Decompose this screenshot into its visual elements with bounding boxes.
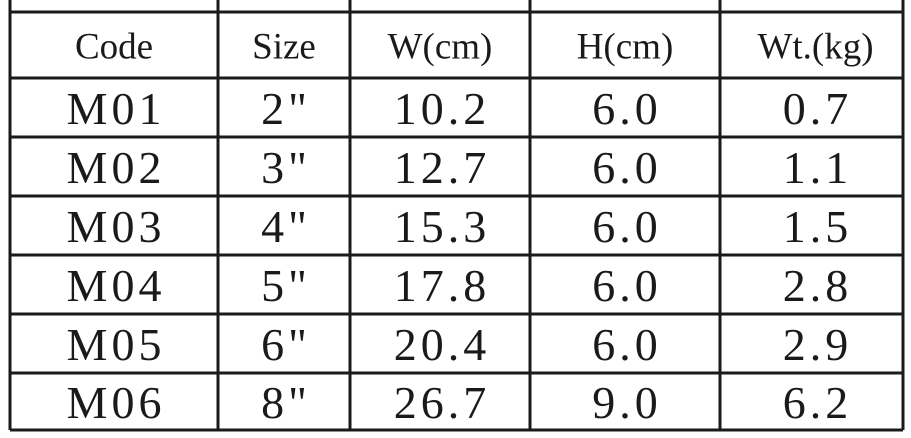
table-cell: M02 <box>67 142 166 193</box>
table-cell: 26.7 <box>394 377 491 428</box>
table-cell: 8" <box>261 377 311 428</box>
header-cell: W(cm) <box>388 27 493 68</box>
table-cell: M04 <box>67 260 166 311</box>
header-cell: Size <box>252 27 316 68</box>
table-cell: 20.4 <box>394 319 491 370</box>
table-cell: 15.3 <box>394 201 491 252</box>
table-cell: 6.0 <box>592 319 662 370</box>
table-cell: 6.0 <box>592 260 662 311</box>
table-cell: 1.5 <box>783 201 853 252</box>
table-cell: 6.0 <box>592 142 662 193</box>
table-cell: 17.8 <box>394 260 491 311</box>
table-cell: 6.0 <box>592 201 662 252</box>
table-cell: 2.9 <box>783 319 853 370</box>
table-cell: M05 <box>67 319 166 370</box>
table-cell: 6.2 <box>783 377 853 428</box>
table-cell: 6.0 <box>592 83 662 134</box>
table-cell: 10.2 <box>394 83 491 134</box>
table-cell: 12.7 <box>394 142 491 193</box>
table-cell: 4" <box>261 201 311 252</box>
table-cell: 2.8 <box>783 260 853 311</box>
table-cell: M06 <box>67 377 166 428</box>
table-cell: M03 <box>67 201 166 252</box>
table-cell: 1.1 <box>783 142 853 193</box>
table-cell: 5" <box>261 260 311 311</box>
table-cell: 6" <box>261 319 311 370</box>
table-cell: 3" <box>261 142 311 193</box>
table-cell: 0.7 <box>783 83 853 134</box>
table-cell: M01 <box>67 83 166 134</box>
table-cell: 9.0 <box>592 377 662 428</box>
header-cell: Code <box>75 27 153 68</box>
header-cell: H(cm) <box>577 27 674 68</box>
header-cell: Wt.(kg) <box>757 27 873 68</box>
table-cell: 2" <box>261 83 311 134</box>
